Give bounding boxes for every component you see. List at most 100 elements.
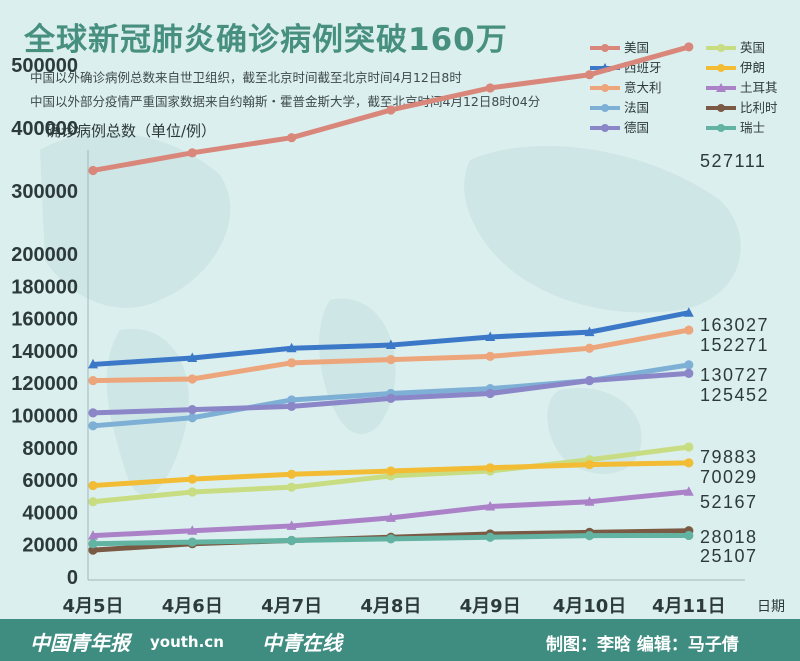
legend-label: 意大利 bbox=[624, 80, 662, 95]
end-value-label: 52167 bbox=[700, 492, 758, 512]
data-point bbox=[485, 351, 495, 361]
series-意大利: 152271 bbox=[88, 325, 768, 386]
legend-swatch bbox=[706, 64, 736, 72]
data-point bbox=[88, 375, 98, 386]
data-point bbox=[584, 459, 595, 470]
end-value-label: 125452 bbox=[700, 385, 769, 405]
y-axis-label: 确诊病例总数（单位/例） bbox=[46, 122, 217, 140]
data-point bbox=[485, 501, 496, 511]
x-tick-label: 4月10日 bbox=[553, 596, 627, 617]
end-value-label: 527111 bbox=[700, 151, 766, 171]
legend-label: 瑞士 bbox=[740, 120, 766, 135]
x-tick-label: 4月7日 bbox=[261, 596, 322, 617]
legend-label: 比利时 bbox=[740, 100, 778, 115]
legend-swatch bbox=[590, 104, 620, 112]
series-英国: 79883 bbox=[88, 442, 758, 507]
data-point bbox=[584, 531, 595, 541]
data-point bbox=[287, 395, 297, 405]
legend-swatch-marker bbox=[601, 104, 609, 112]
legend-swatch bbox=[706, 83, 736, 92]
data-point bbox=[485, 532, 495, 542]
data-point bbox=[187, 374, 197, 384]
legend-label: 土耳其 bbox=[740, 80, 778, 95]
x-axis-label: 日期 bbox=[757, 599, 785, 615]
data-point bbox=[386, 354, 396, 365]
data-point bbox=[385, 512, 396, 522]
legend-label: 美国 bbox=[624, 40, 650, 55]
legend-swatch bbox=[590, 124, 620, 132]
data-point bbox=[386, 105, 396, 115]
data-point bbox=[684, 325, 694, 335]
data-point bbox=[584, 375, 595, 386]
data-point bbox=[584, 496, 595, 506]
legend-swatch-marker bbox=[717, 64, 725, 72]
series-西班牙: 163027 bbox=[88, 307, 769, 369]
credit-text: 制图：李晗 编辑：马子倩 bbox=[546, 635, 739, 655]
x-tick-label: 4月5日 bbox=[62, 596, 123, 617]
data-point bbox=[584, 343, 595, 353]
legend-swatch-marker bbox=[717, 104, 725, 112]
legend-swatch-marker bbox=[717, 124, 725, 132]
data-point bbox=[287, 358, 297, 368]
y-tick-label: 180000 bbox=[11, 276, 78, 298]
data-point bbox=[683, 307, 694, 317]
y-tick-label: 100000 bbox=[11, 406, 78, 428]
y-tick-label: 80000 bbox=[22, 438, 78, 460]
data-point bbox=[485, 83, 495, 93]
data-point bbox=[684, 368, 694, 378]
legend-swatch bbox=[590, 84, 620, 92]
data-point bbox=[684, 42, 694, 52]
data-point bbox=[386, 534, 396, 544]
data-point bbox=[88, 530, 98, 540]
legend-swatch-marker bbox=[717, 44, 725, 52]
series-土耳其: 52167 bbox=[88, 486, 758, 540]
end-value-label: 70029 bbox=[700, 467, 758, 487]
page-title: 全球新冠肺炎确诊病例突破160万 bbox=[24, 22, 508, 58]
y-tick-label: 120000 bbox=[11, 373, 78, 395]
data-point bbox=[88, 358, 98, 369]
series-德国: 125452 bbox=[88, 368, 769, 418]
legend-swatch bbox=[706, 104, 736, 112]
end-value-label: 130727 bbox=[700, 365, 769, 385]
end-value-label: 163027 bbox=[700, 315, 769, 335]
legend-swatch bbox=[590, 44, 620, 52]
x-tick-label: 4月6日 bbox=[162, 596, 223, 617]
y-tick-label: 200000 bbox=[11, 244, 78, 266]
data-point bbox=[187, 525, 198, 535]
y-tick-label: 60000 bbox=[22, 470, 78, 492]
data-point bbox=[187, 413, 197, 423]
y-tick-label: 40000 bbox=[22, 502, 78, 524]
data-point bbox=[485, 388, 495, 399]
legend-swatch bbox=[706, 44, 736, 52]
end-value-label: 25107 bbox=[700, 546, 758, 566]
data-point bbox=[485, 463, 495, 473]
end-value-label: 79883 bbox=[700, 447, 758, 467]
data-point bbox=[684, 442, 694, 452]
data-point bbox=[88, 408, 98, 418]
legend-swatch bbox=[706, 124, 736, 132]
series-瑞士: 25107 bbox=[88, 530, 758, 566]
data-point bbox=[287, 535, 297, 546]
legend-label: 法国 bbox=[624, 100, 650, 115]
data-point bbox=[187, 537, 197, 547]
x-tick-label: 4月11日 bbox=[652, 596, 726, 617]
legend-swatch-marker bbox=[601, 124, 609, 132]
y-tick-label: 140000 bbox=[11, 341, 78, 363]
brand-logo-cyd: 中国青年报 bbox=[30, 631, 130, 655]
data-point bbox=[287, 401, 297, 412]
series-伊朗: 70029 bbox=[88, 458, 758, 491]
x-tick-label: 4月8日 bbox=[360, 596, 421, 617]
chart-legend: 美国 西班牙 意大利 法国 德国 英国 伊朗 土耳其 比利时 瑞士 bbox=[588, 40, 798, 140]
data-point bbox=[584, 326, 595, 337]
y-tick-label: 300000 bbox=[11, 181, 78, 203]
series-美国: 527111 bbox=[88, 42, 766, 176]
data-point bbox=[88, 497, 98, 507]
data-point bbox=[286, 342, 297, 353]
data-point bbox=[386, 466, 396, 476]
data-point bbox=[88, 165, 98, 176]
data-point bbox=[683, 486, 694, 496]
y-tick-label: 0 bbox=[67, 567, 78, 589]
data-point bbox=[286, 520, 297, 530]
